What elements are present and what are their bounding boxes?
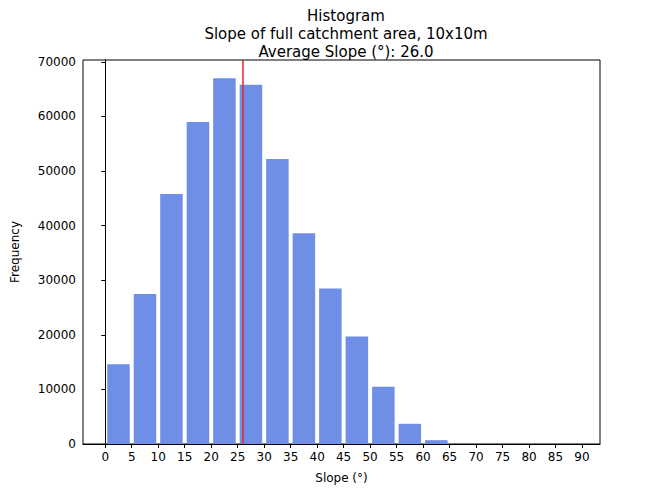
svg-text:90: 90 [574, 450, 589, 464]
svg-text:Frequency: Frequency [8, 221, 22, 283]
svg-text:Slope of full catchment area,: Slope of full catchment area, 10x10m [204, 25, 487, 43]
svg-text:60000: 60000 [38, 109, 76, 123]
svg-text:65: 65 [442, 450, 457, 464]
svg-text:20000: 20000 [38, 328, 76, 342]
svg-text:70: 70 [468, 450, 483, 464]
svg-text:45: 45 [336, 450, 351, 464]
svg-text:30000: 30000 [38, 273, 76, 287]
svg-text:5: 5 [128, 450, 136, 464]
svg-text:0: 0 [101, 450, 109, 464]
svg-text:60: 60 [415, 450, 430, 464]
svg-text:50000: 50000 [38, 164, 76, 178]
svg-text:10: 10 [151, 450, 166, 464]
svg-text:70000: 70000 [38, 55, 76, 69]
svg-text:35: 35 [283, 450, 298, 464]
svg-text:85: 85 [548, 450, 563, 464]
svg-text:25: 25 [230, 450, 245, 464]
svg-text:75: 75 [495, 450, 510, 464]
svg-text:10000: 10000 [38, 382, 76, 396]
svg-text:Average Slope (°): 26.0: Average Slope (°): 26.0 [258, 43, 433, 61]
svg-text:40: 40 [309, 450, 324, 464]
svg-text:40000: 40000 [38, 219, 76, 233]
svg-text:0: 0 [68, 437, 76, 451]
svg-text:55: 55 [389, 450, 404, 464]
svg-text:20: 20 [204, 450, 219, 464]
svg-text:50: 50 [362, 450, 377, 464]
svg-text:80: 80 [521, 450, 536, 464]
svg-text:30: 30 [257, 450, 272, 464]
svg-text:Histogram: Histogram [307, 7, 385, 25]
svg-text:Slope (°): Slope (°) [315, 471, 367, 485]
svg-text:15: 15 [177, 450, 192, 464]
